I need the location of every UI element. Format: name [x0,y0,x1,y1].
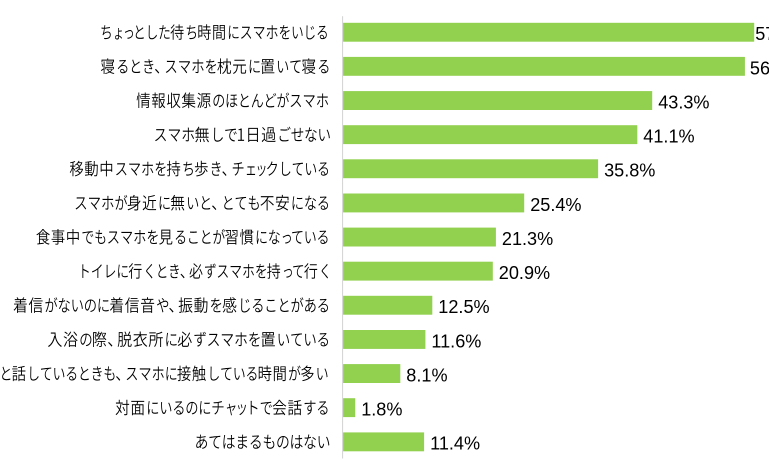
svg-text:8.1%: 8.1% [406,365,447,385]
svg-text:41.1%: 41.1% [643,127,694,147]
svg-text:25.4%: 25.4% [530,195,581,215]
svg-text:1.8%: 1.8% [361,400,402,420]
svg-text:12.5%: 12.5% [438,297,489,317]
svg-text:20.9%: 20.9% [499,263,550,283]
svg-text:57.7%: 57.7% [755,24,769,44]
svg-text:35.8%: 35.8% [604,161,655,181]
svg-text:21.3%: 21.3% [502,229,553,249]
svg-text:11.4%: 11.4% [430,434,480,454]
svg-text:11.6%: 11.6% [431,331,481,351]
svg-text:43.3%: 43.3% [658,92,709,112]
svg-text:56.3%: 56.3% [750,58,769,78]
